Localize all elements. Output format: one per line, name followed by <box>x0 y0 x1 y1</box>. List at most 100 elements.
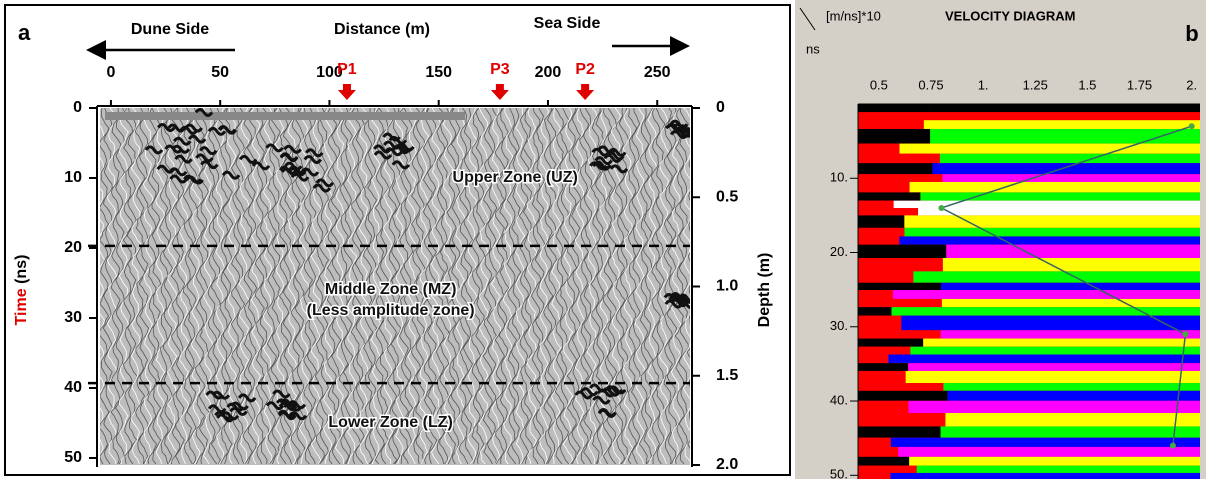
trace <box>250 108 261 465</box>
band-edge <box>858 227 905 237</box>
band-edge <box>858 307 892 316</box>
band <box>909 181 1200 193</box>
trace <box>162 108 174 465</box>
reflection <box>283 144 302 154</box>
trace <box>618 108 630 465</box>
band <box>909 456 1200 466</box>
trace <box>238 108 250 465</box>
reflection <box>290 172 310 182</box>
trace <box>100 108 110 465</box>
band-edge <box>858 112 912 121</box>
reflection <box>185 175 204 185</box>
band-edge <box>858 400 909 414</box>
trace <box>182 108 194 465</box>
band-edge <box>858 271 914 283</box>
trace <box>571 108 582 465</box>
trace <box>450 108 461 465</box>
trace <box>543 108 554 465</box>
zone-label: Lower Zone (LZ) <box>328 414 452 431</box>
marker-label: P1 <box>337 61 357 78</box>
trace <box>539 108 550 465</box>
trace <box>306 108 318 465</box>
band <box>940 426 1200 438</box>
band-edge <box>858 426 941 438</box>
reflection <box>194 108 214 117</box>
radargram <box>100 108 690 465</box>
trace <box>634 108 645 465</box>
reflection <box>251 161 271 171</box>
reflection <box>373 144 392 154</box>
trace <box>658 108 670 465</box>
trace <box>186 108 198 465</box>
band <box>932 163 1200 175</box>
y-tick-label: 20. <box>830 244 848 259</box>
trace <box>522 108 533 465</box>
y-tick-label: 30. <box>830 318 848 333</box>
trace <box>142 108 154 465</box>
x-tick-label: 1.75 <box>1127 77 1152 92</box>
trace <box>254 108 266 465</box>
y-unit: ns <box>806 41 820 56</box>
y-tick-label: 30 <box>64 309 82 326</box>
trace <box>415 108 426 465</box>
trace <box>322 108 334 465</box>
x-tick-label: 1.25 <box>1023 77 1048 92</box>
trace <box>491 108 502 465</box>
x-tick-label: 150 <box>425 64 452 81</box>
band <box>918 208 1200 216</box>
band-edge <box>858 104 930 113</box>
x-tick-label: 1. <box>978 77 989 92</box>
reflection <box>207 126 227 136</box>
y2-tick-label: 1.0 <box>716 278 738 295</box>
trace <box>467 108 478 465</box>
trace <box>670 108 682 465</box>
right-label: Sea Side <box>534 15 601 32</box>
trace <box>100 108 106 457</box>
reflection <box>207 404 227 414</box>
trace <box>190 108 201 465</box>
trace <box>215 108 226 465</box>
trace <box>534 108 546 465</box>
trace <box>551 108 562 465</box>
x-tick-label: 2. <box>1186 77 1197 92</box>
trace <box>106 108 118 465</box>
band <box>892 290 1200 299</box>
band-edge <box>858 215 905 228</box>
trace <box>346 108 357 465</box>
trace <box>310 108 322 465</box>
trace <box>478 108 490 465</box>
band <box>908 363 1200 371</box>
y-tick-label: 40. <box>830 392 848 407</box>
band-edge <box>858 456 910 466</box>
reflection <box>601 387 621 397</box>
x-tick-label: 1.5 <box>1078 77 1096 92</box>
velocity-curve <box>939 125 1192 446</box>
band <box>908 400 1200 414</box>
band <box>904 227 1200 237</box>
band <box>898 446 1200 457</box>
trace <box>471 108 482 465</box>
band <box>910 346 1200 355</box>
y-title-unit: (ns) <box>13 255 30 284</box>
reflection <box>278 165 298 175</box>
trace <box>622 108 634 465</box>
trace <box>198 108 210 465</box>
trace <box>586 108 598 465</box>
reflection <box>156 164 175 174</box>
trace <box>370 108 382 465</box>
trace <box>682 108 690 463</box>
trace <box>303 108 314 465</box>
y-tick-label: 0 <box>73 99 82 116</box>
band-edge <box>858 192 921 201</box>
band-edge <box>858 437 891 447</box>
trace <box>518 108 530 465</box>
band <box>939 153 1200 164</box>
reflection <box>220 411 240 421</box>
reflection <box>272 389 291 399</box>
band-edge <box>858 143 900 154</box>
y2-axis-title: Depth (m) <box>756 253 773 328</box>
band <box>942 257 1200 272</box>
trace <box>583 108 594 465</box>
y2-tick-label: 2.0 <box>716 456 738 473</box>
x-tick-label: 0 <box>106 64 115 81</box>
